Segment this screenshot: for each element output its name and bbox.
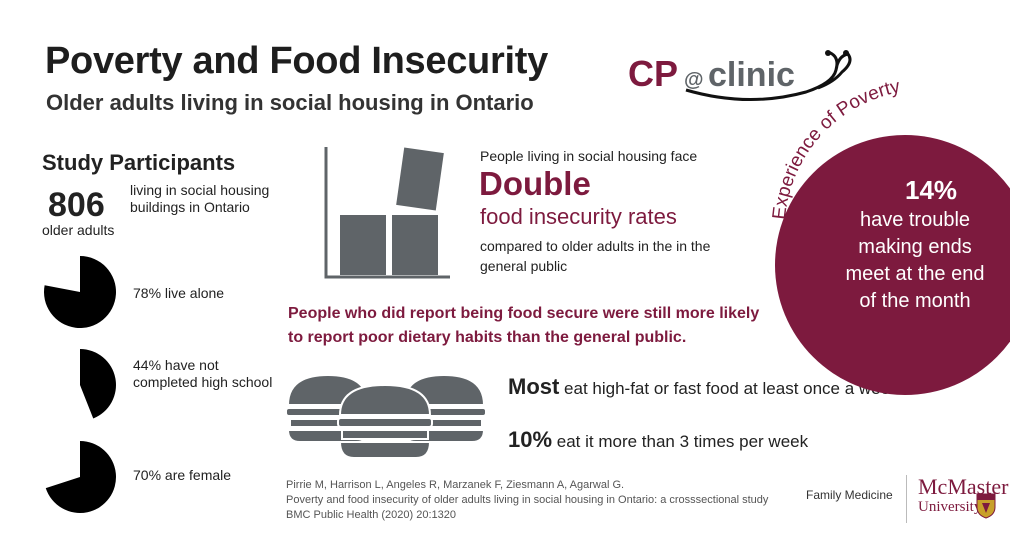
citation: Pirrie M, Harrison L, Angeles R, Marzane…	[286, 478, 768, 523]
poverty-text: have trouble making ends meet at the end…	[845, 209, 985, 312]
pie-icon	[44, 256, 117, 328]
stacked-boxes-icon	[324, 147, 450, 279]
stat-label: 70% are female	[133, 467, 232, 483]
double-subheadline: food insecurity rates	[480, 204, 677, 229]
poverty-circle	[775, 135, 1010, 395]
stat-label: 44% have not completed high school	[133, 357, 273, 390]
svg-text:clinic: clinic	[708, 56, 795, 94]
participant-count: 806	[48, 186, 105, 224]
pie-slice	[45, 441, 116, 513]
participants-title: Study Participants	[42, 150, 236, 175]
food-secure-note: People who did report being food secure …	[288, 305, 760, 346]
poverty-percent: 14%	[905, 175, 958, 205]
most-bold: Most	[508, 374, 560, 399]
double-intro: People living in social housing face	[480, 148, 698, 164]
stat-label: 78% live alone	[133, 285, 225, 301]
most-text: eat high-fat or fast food at least once …	[559, 379, 899, 398]
participant-description: living in social housing buildings in On…	[130, 182, 270, 215]
page-subtitle: Older adults living in social housing in…	[46, 90, 534, 115]
svg-text:CP: CP	[628, 53, 678, 94]
pie-icon	[45, 441, 116, 513]
burgers-icon	[286, 373, 486, 459]
citation-journal: BMC Public Health (2020) 20:1320	[286, 509, 456, 521]
footer-divider	[906, 475, 907, 523]
citation-authors: Pirrie M, Harrison L, Angeles R, Marzane…	[286, 479, 625, 491]
university-name: McMaster	[918, 474, 1009, 499]
university-word: University	[918, 499, 982, 515]
participant-count-label: older adults	[42, 222, 115, 238]
double-headline: Double	[479, 165, 591, 202]
ten-bold: 10%	[508, 427, 553, 452]
mcmaster-logo: McMaster University	[918, 476, 1008, 516]
pie-slice	[44, 256, 117, 328]
ten-text: eat it more than 3 times per week	[552, 432, 809, 451]
pie-slice	[80, 349, 116, 419]
stat-live-alone: 78% live alone	[40, 252, 290, 332]
stat-female: 70% are female	[40, 437, 290, 517]
pie-icon	[80, 349, 116, 419]
citation-title: Poverty and food insecurity of older adu…	[286, 494, 769, 506]
mcmaster-crest-icon	[976, 493, 996, 519]
svg-text:@: @	[684, 69, 704, 91]
stat-high-school: 44% have not completed high school	[40, 345, 290, 425]
most-fast-food-stat: Most eat high-fat or fast food at least …	[508, 376, 899, 399]
department-label: Family Medicine	[806, 488, 893, 502]
ten-percent-stat: 10% eat it more than 3 times per week	[508, 427, 808, 453]
page-title: Poverty and Food Insecurity	[45, 40, 548, 82]
double-comparison: compared to older adults in the in the g…	[480, 238, 711, 274]
poverty-heading: Experience of Poverty	[769, 76, 902, 221]
svg-text:Experience of Poverty: Experience of Poverty	[769, 76, 902, 221]
cp-clinic-logo: CP @ clinic	[628, 50, 852, 101]
poverty-heading-arc: Experience of Poverty	[769, 76, 902, 221]
